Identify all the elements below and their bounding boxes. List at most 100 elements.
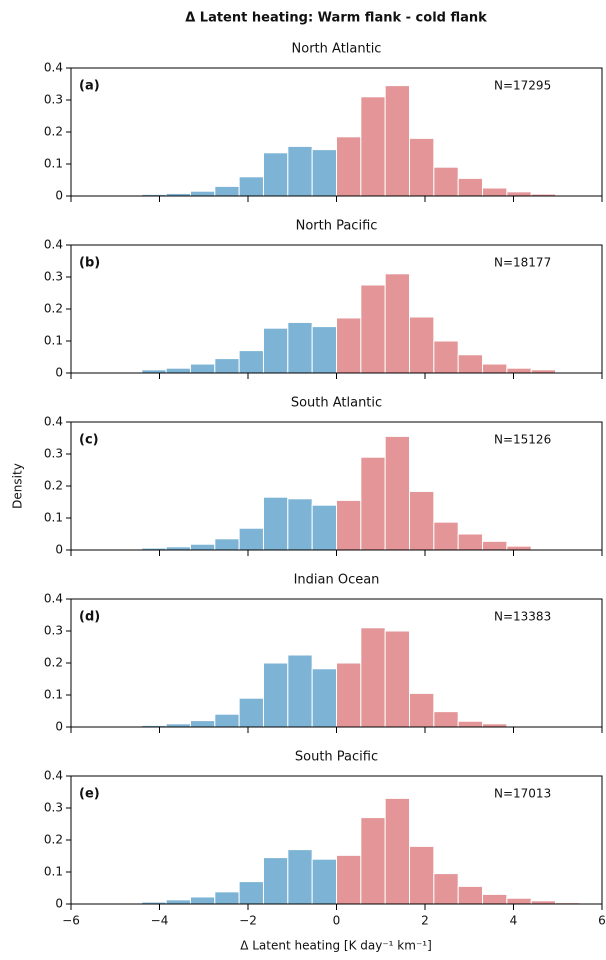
bar <box>311 326 338 374</box>
y-tick-label: 0.2 <box>44 656 63 670</box>
bar <box>457 177 484 197</box>
panel-label: (b) <box>79 256 100 271</box>
bar <box>336 854 362 905</box>
bar <box>165 899 191 905</box>
bar <box>409 316 435 374</box>
bar <box>506 897 532 905</box>
bar <box>457 533 484 551</box>
y-tick-label: 0.4 <box>44 592 63 606</box>
bar <box>238 881 264 905</box>
bar <box>336 662 362 728</box>
bar <box>336 499 362 551</box>
bar <box>360 284 386 374</box>
y-tick-label: 0 <box>55 897 63 911</box>
y-tick-label: 0.2 <box>44 302 63 316</box>
bar <box>506 367 532 374</box>
bar <box>311 149 338 197</box>
bar <box>238 527 264 551</box>
bar <box>336 317 362 374</box>
bar <box>360 817 386 905</box>
bar <box>482 363 508 374</box>
bar <box>287 145 313 197</box>
y-tick-label: 0.1 <box>44 334 63 348</box>
x-tick-label: −4 <box>151 914 169 928</box>
bar <box>482 893 508 905</box>
bar <box>262 152 289 197</box>
x-tick-label: −2 <box>239 914 257 928</box>
y-tick-label: 0 <box>55 366 63 380</box>
bar <box>214 713 240 728</box>
x-tick-label: 0 <box>333 914 341 928</box>
bar <box>409 845 435 905</box>
bar <box>384 797 411 905</box>
bar <box>262 327 289 374</box>
bar <box>214 891 240 905</box>
bar <box>360 456 386 551</box>
bar <box>433 521 459 551</box>
bar <box>506 545 532 551</box>
bar <box>165 367 191 374</box>
y-tick-label: 0.2 <box>44 125 63 139</box>
bar <box>287 849 313 905</box>
bar <box>238 350 264 374</box>
y-tick-label: 0.2 <box>44 479 63 493</box>
bar <box>384 85 411 197</box>
bar <box>287 654 313 728</box>
sample-size: N=17013 <box>494 787 551 801</box>
bar <box>262 662 289 728</box>
x-tick-label: −6 <box>62 914 80 928</box>
bar <box>189 896 216 905</box>
bar <box>433 166 459 197</box>
y-tick-label: 0.2 <box>44 833 63 847</box>
bar <box>433 873 459 905</box>
bar <box>287 321 313 374</box>
y-tick-label: 0 <box>55 720 63 734</box>
bar <box>238 697 264 728</box>
panel-label: (c) <box>79 433 99 448</box>
bar <box>482 187 508 197</box>
bar <box>409 137 435 197</box>
bar <box>262 496 289 551</box>
sample-size: N=15126 <box>494 433 551 447</box>
figure-title: Δ Latent heating: Warm flank - cold flan… <box>185 11 487 26</box>
bar <box>384 630 411 728</box>
panel-title: Indian Ocean <box>294 573 380 588</box>
x-tick-label: 2 <box>421 914 429 928</box>
bar <box>311 668 338 728</box>
y-tick-label: 0.3 <box>44 447 63 461</box>
bar <box>238 176 264 197</box>
panel-title: South Atlantic <box>291 396 382 411</box>
y-tick-label: 0.3 <box>44 270 63 284</box>
panel-label: (d) <box>79 610 100 625</box>
bar <box>189 190 216 197</box>
bar <box>506 191 532 197</box>
panel-title: North Atlantic <box>292 42 382 57</box>
bar <box>384 435 411 551</box>
sample-size: N=17295 <box>494 79 551 93</box>
bar <box>482 540 508 551</box>
y-tick-label: 0.4 <box>44 415 63 429</box>
y-tick-label: 0 <box>55 189 63 203</box>
bar <box>311 504 338 551</box>
bar <box>262 857 289 905</box>
y-tick-label: 0.1 <box>44 688 63 702</box>
sample-size: N=13383 <box>494 610 551 624</box>
bar <box>457 885 484 905</box>
bar <box>457 720 484 728</box>
y-axis-label: Density <box>11 463 25 509</box>
bar <box>336 136 362 197</box>
y-tick-label: 0.4 <box>44 238 63 252</box>
panel-label: (a) <box>79 79 100 94</box>
x-tick-label: 4 <box>510 914 518 928</box>
bar <box>287 498 313 551</box>
y-tick-label: 0.3 <box>44 624 63 638</box>
y-tick-label: 0 <box>55 543 63 557</box>
sample-size: N=18177 <box>494 256 551 270</box>
bar <box>409 490 435 551</box>
x-tick-label: 6 <box>598 914 606 928</box>
panel-label: (e) <box>79 787 100 802</box>
bar <box>214 358 240 374</box>
y-tick-label: 0.1 <box>44 865 63 879</box>
bar <box>433 340 459 374</box>
